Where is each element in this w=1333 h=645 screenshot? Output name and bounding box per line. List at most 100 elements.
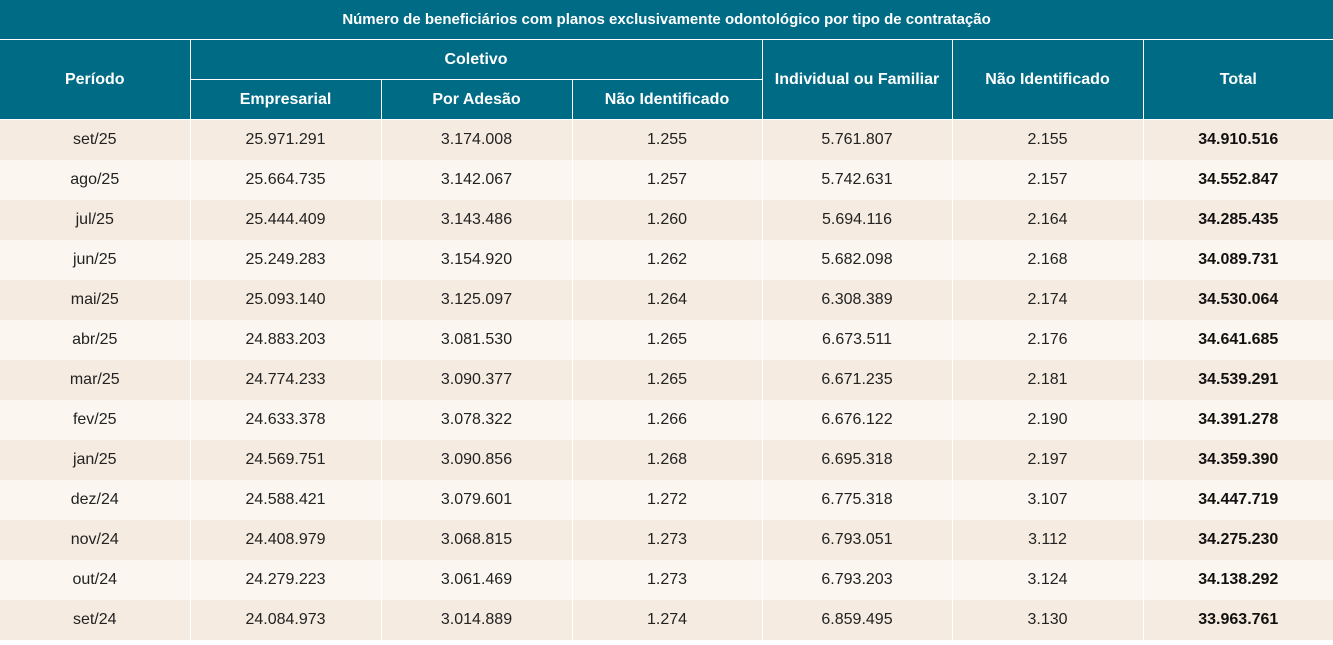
cell-individual-familiar: 6.676.122 xyxy=(761,400,952,440)
cell-empresarial: 25.444.409 xyxy=(189,200,381,240)
cell-total: 34.539.291 xyxy=(1142,360,1333,400)
cell-periodo: set/24 xyxy=(0,600,190,640)
cell-nao-identificado-coletivo: 1.272 xyxy=(571,480,762,520)
table-title: Número de beneficiários com planos exclu… xyxy=(0,0,1333,40)
title-row: Número de beneficiários com planos exclu… xyxy=(0,0,1333,40)
table-header: Número de beneficiários com planos exclu… xyxy=(0,0,1333,120)
cell-nao-identificado-coletivo: 1.273 xyxy=(571,520,762,560)
cell-individual-familiar: 6.859.495 xyxy=(761,600,952,640)
cell-por-adesao: 3.174.008 xyxy=(380,119,572,160)
cell-nao-identificado: 3.107 xyxy=(951,480,1143,520)
cell-total: 34.359.390 xyxy=(1142,440,1333,480)
cell-individual-familiar: 5.682.098 xyxy=(761,240,952,280)
cell-individual-familiar: 6.671.235 xyxy=(761,360,952,400)
table-body: set/25 25.971.291 3.174.008 1.255 5.761.807 2… xyxy=(0,119,1333,640)
cell-total: 34.910.516 xyxy=(1142,119,1333,160)
cell-individual-familiar: 5.761.807 xyxy=(761,119,952,160)
cell-nao-identificado-coletivo: 1.265 xyxy=(571,360,762,400)
header-nao-identificado-coletivo: Não Identificado xyxy=(571,79,763,120)
table-row: mai/25 25.093.140 3.125.097 1.264 6.308.389 2… xyxy=(0,280,1333,320)
cell-periodo: jan/25 xyxy=(0,440,190,480)
cell-periodo: mai/25 xyxy=(0,280,190,320)
table-row: nov/24 24.408.979 3.068.815 1.273 6.793.051 3… xyxy=(0,520,1333,560)
cell-nao-identificado-coletivo: 1.265 xyxy=(571,320,762,360)
table-row: jan/25 24.569.751 3.090.856 1.268 6.695.318 2… xyxy=(0,440,1333,480)
cell-por-adesao: 3.090.377 xyxy=(380,360,572,400)
cell-total: 34.275.230 xyxy=(1142,520,1333,560)
cell-por-adesao: 3.079.601 xyxy=(380,480,572,520)
cell-periodo: mar/25 xyxy=(0,360,190,400)
table-row: ago/25 25.664.735 3.142.067 1.257 5.742.631 2… xyxy=(0,160,1333,200)
header-empresarial: Empresarial xyxy=(189,79,382,120)
cell-por-adesao: 3.154.920 xyxy=(380,240,572,280)
cell-nao-identificado-coletivo: 1.264 xyxy=(571,280,762,320)
header-periodo: Período xyxy=(0,39,191,120)
cell-total: 34.089.731 xyxy=(1142,240,1333,280)
cell-por-adesao: 3.068.815 xyxy=(380,520,572,560)
header-nao-identificado: Não Identificado xyxy=(951,39,1144,120)
cell-empresarial: 25.971.291 xyxy=(189,119,381,160)
cell-nao-identificado: 2.155 xyxy=(951,119,1143,160)
cell-nao-identificado: 3.124 xyxy=(951,560,1143,600)
cell-nao-identificado: 3.130 xyxy=(951,600,1143,640)
cell-por-adesao: 3.090.856 xyxy=(380,440,572,480)
cell-individual-familiar: 6.673.511 xyxy=(761,320,952,360)
cell-nao-identificado: 2.181 xyxy=(951,360,1143,400)
cell-empresarial: 24.408.979 xyxy=(189,520,381,560)
table-row: dez/24 24.588.421 3.079.601 1.272 6.775.318 3… xyxy=(0,480,1333,520)
cell-empresarial: 24.084.973 xyxy=(189,600,381,640)
header-por-adesao: Por Adesão xyxy=(380,79,573,120)
table-row: mar/25 24.774.233 3.090.377 1.265 6.671.235 2… xyxy=(0,360,1333,400)
table-row: jul/25 25.444.409 3.143.486 1.260 5.694.116 2… xyxy=(0,200,1333,240)
cell-por-adesao: 3.125.097 xyxy=(380,280,572,320)
cell-periodo: abr/25 xyxy=(0,320,190,360)
cell-periodo: set/25 xyxy=(0,119,190,160)
table-row: abr/25 24.883.203 3.081.530 1.265 6.673.511 2… xyxy=(0,320,1333,360)
cell-por-adesao: 3.081.530 xyxy=(380,320,572,360)
cell-empresarial: 24.279.223 xyxy=(189,560,381,600)
table-row: jun/25 25.249.283 3.154.920 1.262 5.682.098 2… xyxy=(0,240,1333,280)
cell-nao-identificado-coletivo: 1.266 xyxy=(571,400,762,440)
cell-periodo: nov/24 xyxy=(0,520,190,560)
cell-nao-identificado: 2.190 xyxy=(951,400,1143,440)
cell-nao-identificado: 2.197 xyxy=(951,440,1143,480)
table-row: set/25 25.971.291 3.174.008 1.255 5.761.807 2… xyxy=(0,119,1333,160)
cell-periodo: jul/25 xyxy=(0,200,190,240)
cell-nao-identificado: 2.168 xyxy=(951,240,1143,280)
cell-empresarial: 24.569.751 xyxy=(189,440,381,480)
cell-periodo: jun/25 xyxy=(0,240,190,280)
header-row-1: Período Coletivo Individual ou Familiar … xyxy=(0,39,1333,120)
cell-periodo: ago/25 xyxy=(0,160,190,200)
cell-total: 34.391.278 xyxy=(1142,400,1333,440)
cell-empresarial: 24.883.203 xyxy=(189,320,381,360)
cell-individual-familiar: 5.742.631 xyxy=(761,160,952,200)
cell-nao-identificado: 2.164 xyxy=(951,200,1143,240)
header-individual-familiar: Individual ou Familiar xyxy=(761,39,953,120)
header-row-2: Empresarial Por Adesão Não Identificado xyxy=(0,79,1333,120)
cell-total: 34.530.064 xyxy=(1142,280,1333,320)
cell-empresarial: 25.664.735 xyxy=(189,160,381,200)
cell-nao-identificado-coletivo: 1.260 xyxy=(571,200,762,240)
cell-empresarial: 25.249.283 xyxy=(189,240,381,280)
cell-por-adesao: 3.061.469 xyxy=(380,560,572,600)
cell-nao-identificado-coletivo: 1.257 xyxy=(571,160,762,200)
cell-nao-identificado: 2.174 xyxy=(951,280,1143,320)
cell-periodo: fev/25 xyxy=(0,400,190,440)
cell-nao-identificado-coletivo: 1.273 xyxy=(571,560,762,600)
cell-individual-familiar: 6.695.318 xyxy=(761,440,952,480)
cell-por-adesao: 3.143.486 xyxy=(380,200,572,240)
cell-individual-familiar: 6.793.203 xyxy=(761,560,952,600)
cell-individual-familiar: 6.793.051 xyxy=(761,520,952,560)
cell-periodo: out/24 xyxy=(0,560,190,600)
table-row: set/24 24.084.973 3.014.889 1.274 6.859.495 3… xyxy=(0,600,1333,640)
cell-empresarial: 25.093.140 xyxy=(189,280,381,320)
cell-por-adesao: 3.142.067 xyxy=(380,160,572,200)
cell-nao-identificado-coletivo: 1.255 xyxy=(571,119,762,160)
cell-empresarial: 24.588.421 xyxy=(189,480,381,520)
cell-por-adesao: 3.078.322 xyxy=(380,400,572,440)
cell-total: 34.285.435 xyxy=(1142,200,1333,240)
table-row: out/24 24.279.223 3.061.469 1.273 6.793.203 3… xyxy=(0,560,1333,600)
header-coletivo: Coletivo xyxy=(189,39,763,80)
